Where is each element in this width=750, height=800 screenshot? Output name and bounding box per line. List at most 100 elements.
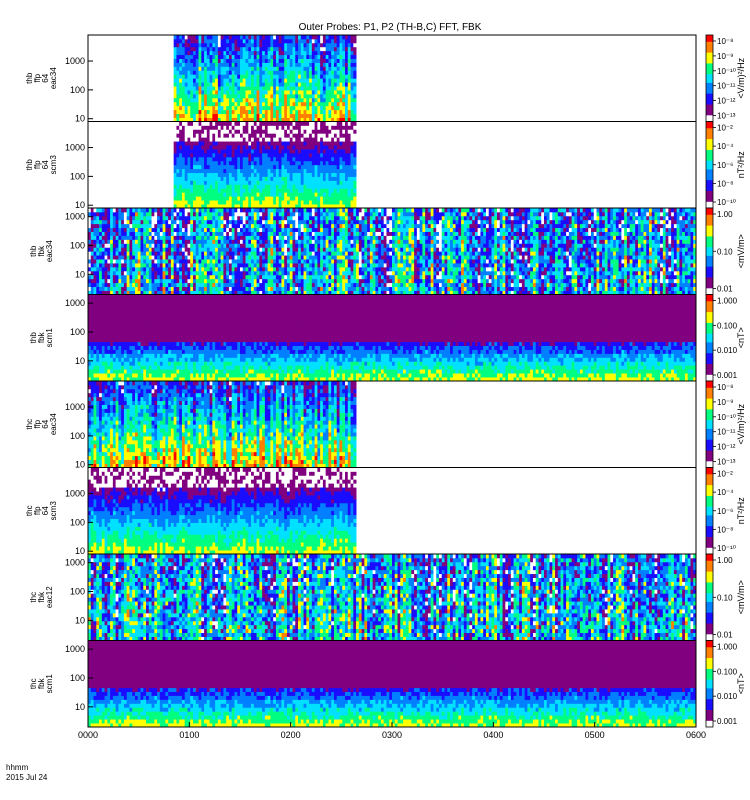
- heatmap-cell: [187, 266, 191, 272]
- heatmap-cell: [273, 278, 277, 284]
- heatmap-cell: [267, 125, 271, 130]
- heatmap-cell: [176, 141, 180, 146]
- heatmap-cell: [270, 149, 274, 154]
- heatmap-cell: [336, 121, 340, 126]
- heatmap-cell: [118, 263, 122, 268]
- heatmap-cell: [242, 109, 246, 115]
- heatmap-cell: [107, 231, 111, 236]
- heatmap-cell: [184, 93, 188, 99]
- heatmap-cell: [295, 282, 299, 288]
- heatmap-cell: [201, 38, 205, 44]
- heatmap-cell: [331, 227, 335, 232]
- heatmap-cell: [325, 266, 329, 272]
- heatmap-cell: [223, 223, 227, 229]
- heatmap-cell: [234, 121, 238, 126]
- heatmap-cell: [353, 168, 357, 174]
- heatmap-cell: [345, 50, 349, 56]
- heatmap-cell: [223, 211, 227, 217]
- heatmap-cell: [353, 160, 357, 166]
- heatmap-cell: [342, 129, 346, 134]
- heatmap-cell: [118, 219, 122, 225]
- heatmap-cell: [173, 66, 177, 71]
- heatmap-cell: [220, 149, 224, 154]
- heatmap-cell: [223, 188, 227, 193]
- heatmap-cell: [248, 105, 252, 111]
- heatmap-cell: [234, 235, 238, 240]
- heatmap-cell: [273, 164, 277, 170]
- heatmap-cell: [311, 251, 316, 256]
- heatmap-cell: [123, 211, 128, 217]
- heatmap-cell: [170, 215, 175, 221]
- heatmap-cell: [93, 247, 97, 252]
- heatmap-cell: [320, 160, 324, 166]
- heatmap-cell: [306, 255, 310, 260]
- heatmap-cell: [311, 109, 316, 115]
- heatmap-cell: [311, 263, 316, 268]
- heatmap-cell: [328, 38, 332, 44]
- heatmap-cell: [295, 263, 299, 268]
- heatmap-cell: [242, 152, 246, 158]
- heatmap-cell: [347, 62, 351, 67]
- heatmap-cell: [286, 208, 291, 213]
- heatmap-cell: [245, 231, 249, 236]
- heatmap-cell: [320, 137, 324, 142]
- heatmap-cell: [112, 282, 117, 288]
- heatmap-cell: [353, 54, 357, 59]
- heatmap-cell: [187, 211, 191, 217]
- heatmap-cell: [206, 204, 210, 209]
- heatmap-cell: [256, 243, 260, 248]
- heatmap-cell: [99, 231, 103, 236]
- heatmap-cell: [201, 196, 205, 201]
- heatmap-cell: [242, 282, 246, 288]
- heatmap-cell: [295, 172, 299, 177]
- heatmap-cell: [253, 274, 257, 280]
- heatmap-cell: [234, 239, 238, 244]
- heatmap-cell: [204, 196, 208, 201]
- heatmap-cell: [181, 160, 186, 166]
- heatmap-cell: [245, 223, 249, 229]
- heatmap-cell: [303, 149, 307, 154]
- heatmap-cell: [333, 78, 338, 83]
- heatmap-cell: [270, 129, 274, 134]
- heatmap-cell: [242, 141, 246, 146]
- heatmap-cell: [193, 141, 197, 146]
- heatmap-cell: [209, 125, 213, 130]
- heatmap-cell: [333, 156, 338, 162]
- heatmap-cell: [231, 176, 235, 181]
- heatmap-cell: [262, 188, 266, 193]
- heatmap-cell: [275, 239, 280, 244]
- heatmap-cell: [273, 215, 277, 221]
- heatmap-cell: [184, 156, 188, 162]
- heatmap-cell: [325, 35, 329, 40]
- colorbar-segment: [706, 184, 713, 187]
- heatmap-cell: [193, 78, 197, 83]
- heatmap-cell: [245, 247, 249, 252]
- heatmap-cell: [198, 227, 202, 232]
- heatmap-cell: [251, 50, 255, 56]
- heatmap-cell: [90, 239, 94, 244]
- heatmap-cell: [123, 231, 128, 236]
- heatmap-cell: [303, 152, 307, 158]
- heatmap-cell: [212, 255, 216, 260]
- heatmap-cell: [231, 152, 235, 158]
- heatmap-cell: [231, 58, 235, 63]
- heatmap-cell: [328, 145, 332, 150]
- heatmap-cell: [322, 235, 327, 240]
- heatmap-cell: [289, 97, 293, 103]
- heatmap-cell: [262, 137, 266, 142]
- heatmap-cell: [284, 266, 288, 272]
- heatmap-cell: [248, 215, 252, 221]
- heatmap-cell: [286, 125, 291, 130]
- heatmap-cell: [314, 133, 318, 138]
- heatmap-cell: [226, 133, 230, 138]
- heatmap-cell: [275, 215, 280, 221]
- heatmap-cell: [251, 208, 255, 213]
- heatmap-cell: [309, 278, 313, 284]
- heatmap-cell: [309, 215, 313, 221]
- heatmap-cell: [281, 152, 285, 158]
- heatmap-cell: [256, 200, 260, 205]
- colorbar-segment: [706, 67, 713, 70]
- heatmap-cell: [181, 66, 186, 71]
- heatmap-cell: [281, 35, 285, 40]
- heatmap-cell: [212, 196, 216, 201]
